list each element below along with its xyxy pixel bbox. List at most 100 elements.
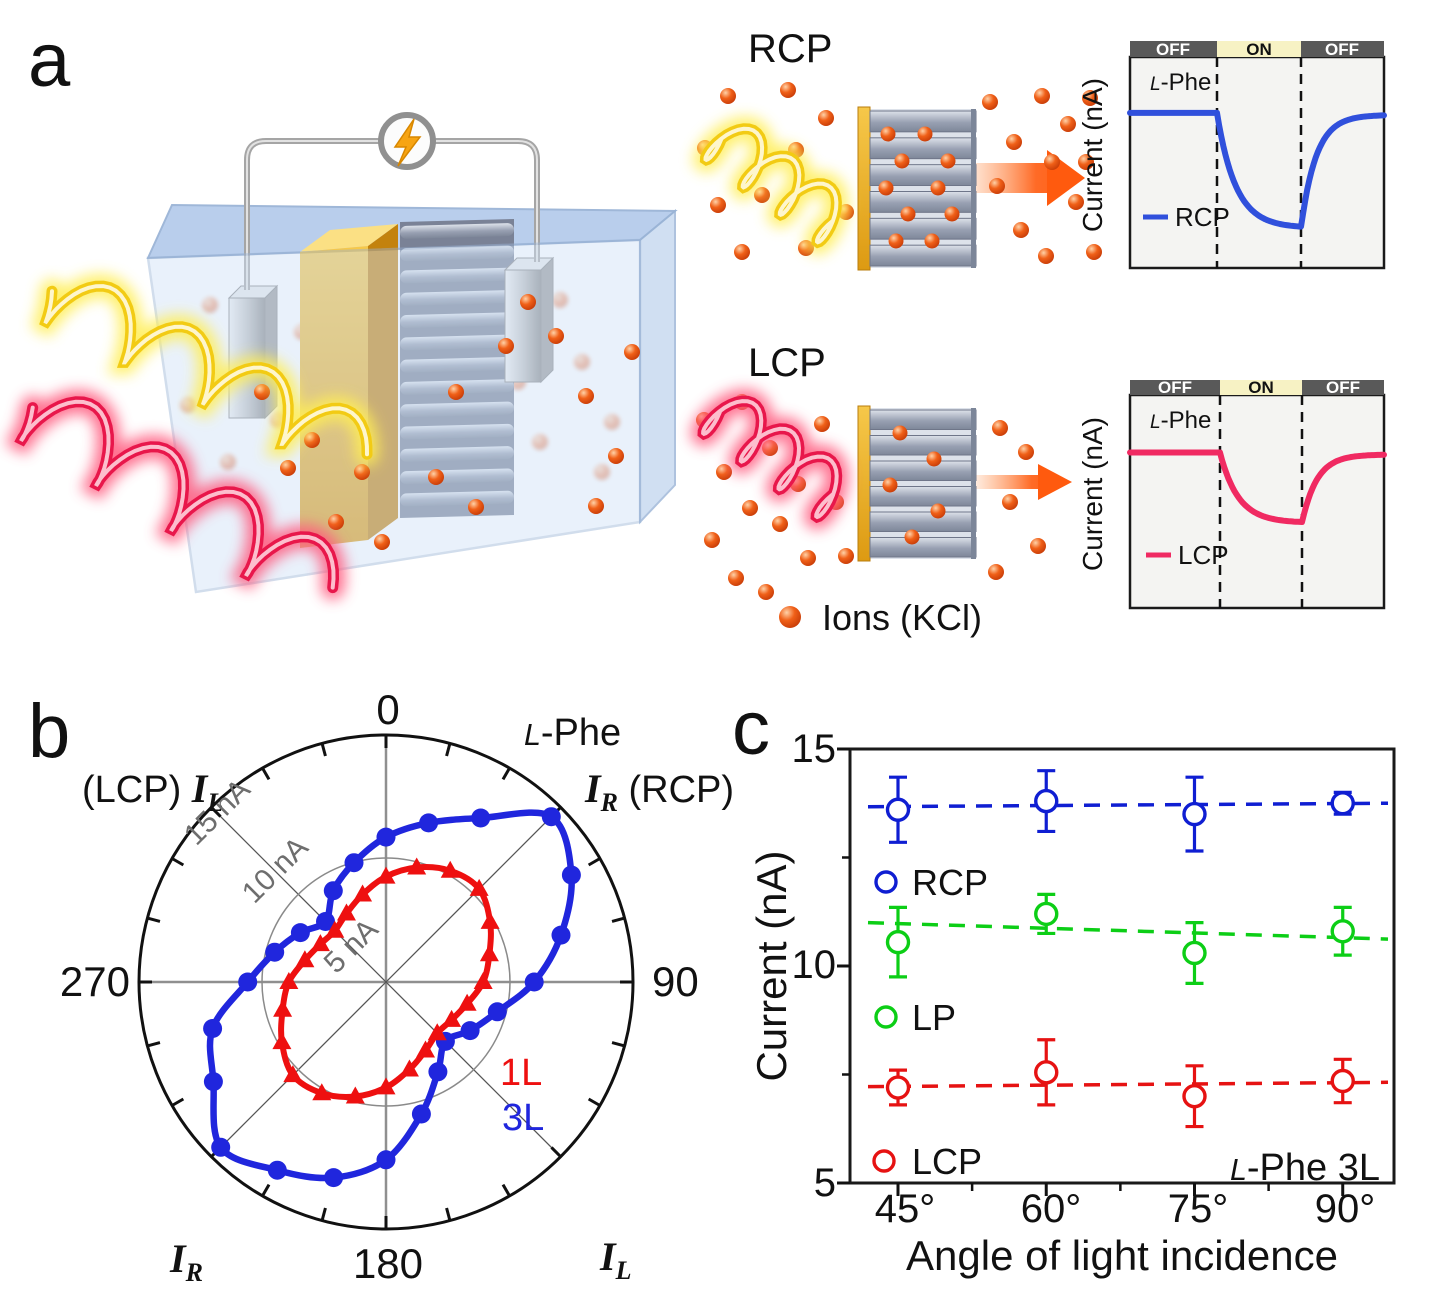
ion-dot [594,464,610,480]
ion-dot [1044,154,1060,170]
ions-legend-label: Ions (KCl) [822,597,982,638]
rcp-sample-label: L-Phe [1150,69,1211,96]
polar-series-3l [203,807,581,1188]
ion-dot [1018,444,1034,460]
ion-dot [354,464,370,480]
ion-dot [1030,538,1046,554]
cell-3d-schematic [5,112,678,600]
ion-dot [520,294,536,310]
polar-grid [137,733,635,1231]
annotation-lphe-3l: L-Phe 3L [1230,1147,1380,1189]
ion-dot [888,233,904,249]
light-wave-core [703,126,839,245]
legend-lp-label: LP [912,997,956,1038]
ion-dot [532,434,548,450]
ion-dot [1038,248,1054,264]
ion-dot [448,384,464,400]
rcp-current-trace [1127,109,1387,230]
light-wave-core [701,399,839,520]
lcp-off2-bar [1302,380,1384,395]
ion-dot [728,570,744,586]
panel-a: a RCP LCP Ions (KCl) OFF ON OFF [5,18,1387,638]
ions-legend: Ions (KCl) [779,597,982,638]
rcp-flow-arrow [962,150,1085,206]
lcp-on-label: ON [1248,378,1274,397]
axis-label-il-bottom: IL [599,1234,631,1285]
panel-b: b 0 90 180 270 L-Phe (LCP) IL IR (RCP) I… [28,686,734,1287]
lcp-on-bar [1220,380,1302,395]
light-wave-core [43,284,369,457]
rcp-current-chart: OFF ON OFF L-Phe RCP Current (nA) [1077,40,1387,270]
scatter-series-lcp [867,1038,1389,1129]
lcp-title: LCP [748,341,826,385]
x-axis-label: Angle of light incidence [906,1232,1338,1279]
x-tick-75: 75° [1168,1187,1229,1231]
ion-dot [988,564,1004,580]
y-tick-10: 10 [792,943,837,987]
ion-dot [428,469,444,485]
ion-dot [1006,134,1022,150]
legend-rcp-marker [874,870,898,894]
ion-dot [780,82,796,98]
gold-layer [857,106,871,271]
rcp-title: RCP [748,27,832,71]
ammeter-icon [378,112,436,170]
legend-lcp-marker [872,1149,896,1173]
ion-dot [878,180,894,196]
ion-dot [982,94,998,110]
circuit-wires [244,138,540,290]
scatter-series-rcp [867,769,1389,853]
ion-dot [304,432,320,448]
axis-label-ir-rcp: IR (RCP) [584,766,734,817]
ion-dot [1068,194,1084,210]
ion-dot [758,584,774,600]
rcp-on-label: ON [1246,40,1272,59]
ion-dot [1002,494,1018,510]
lcp-off1-label: OFF [1158,378,1192,397]
polar-series-1l [272,857,500,1104]
ion-dot [818,110,834,126]
rcp-membrane-art [693,82,1102,271]
ion-dot [882,477,898,493]
ion-dot [254,384,270,400]
lcp-off1-bar [1130,380,1220,395]
lcp-off2-label: OFF [1326,378,1360,397]
x-tick-45: 45° [875,1187,936,1231]
ion-dot-icon [779,606,801,628]
membrane-edge [971,408,976,559]
lcp-membrane-art [690,389,1072,600]
ion-dot [604,414,620,430]
cell-right-face [639,208,676,525]
ion-dot [498,338,514,354]
lcp-current-chart: OFF ON OFF L-Phe LCP Current (nA) [1077,378,1387,610]
rcp-off1-bar [1130,41,1217,57]
gold-layer [857,405,871,562]
lcp-legend-label: LCP [1178,540,1229,570]
ion-dot [716,464,732,480]
lcp-illustration: LCP [690,341,1072,600]
lcp-current-trace [1127,449,1387,525]
ion-dot [838,548,854,564]
rcp-chart-frame [1128,55,1386,270]
ion-dot [1078,154,1094,170]
ion-dot [734,244,750,260]
y-tick-15: 15 [792,727,837,771]
channel-bar [869,409,977,430]
rcp-on-bar [1217,41,1301,57]
ion-dot [328,514,344,530]
axis-label-lcp-il: (LCP) IL [82,766,223,817]
lcp-chart-frame [1128,393,1386,610]
ion-dot [894,153,910,169]
nanochannel-membrane [400,219,514,518]
channel-bar [869,435,977,456]
ion-dot [926,451,942,467]
ion-dot [280,460,296,476]
ion-dot [220,454,236,470]
light-wave-core [19,399,336,590]
radial-label-10na: 10 nA [236,831,315,910]
ion-dot [742,500,758,516]
membrane-edge [971,109,976,268]
lcp-flow-arrow [971,464,1072,500]
